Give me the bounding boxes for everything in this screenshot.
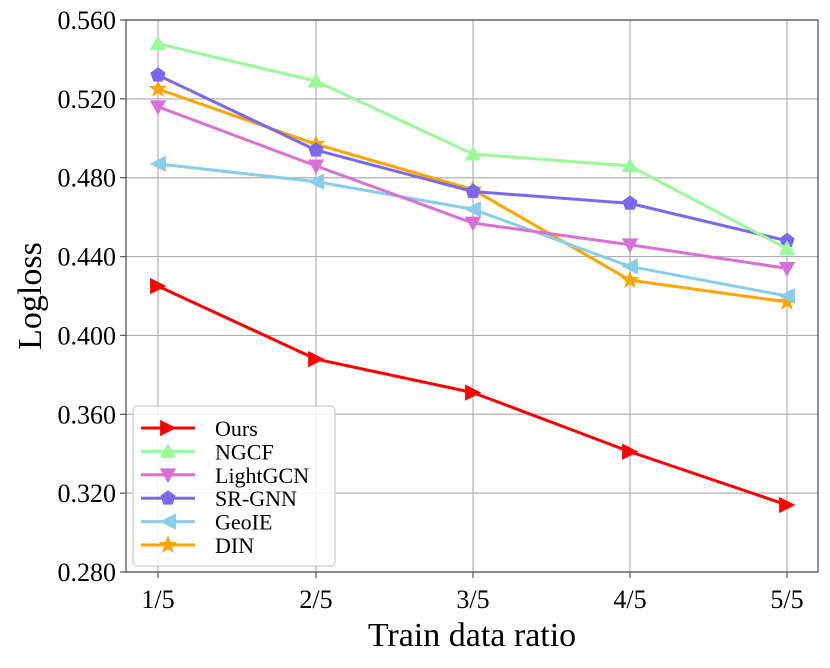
y-tick-label: 0.560: [58, 6, 117, 35]
data-point-lightgcn: [464, 216, 482, 232]
data-point-geoie: [464, 201, 481, 218]
data-point-din: [620, 270, 640, 289]
y-tick-label: 0.360: [58, 400, 117, 429]
data-point-geoie: [149, 155, 166, 173]
data-point-ngcf: [464, 145, 482, 161]
data-point-ngcf: [621, 157, 639, 173]
data-point-ours: [622, 443, 639, 460]
x-tick-label: 2/5: [299, 585, 332, 614]
data-point-sr-gnn: [150, 67, 166, 82]
data-point-din: [148, 79, 168, 97]
legend-item-din: DIN: [141, 533, 254, 558]
legend-label: DIN: [215, 533, 254, 558]
x-tick-label: 1/5: [141, 585, 174, 614]
y-tick-label: 0.280: [58, 558, 117, 587]
legend-item-ours: Ours: [141, 416, 258, 441]
legend-box: [132, 405, 336, 567]
data-point-ours: [465, 384, 482, 401]
data-point-ours: [150, 277, 167, 295]
legend-item-geoie: GeoIE: [141, 510, 272, 535]
data-point-ngcf: [307, 72, 325, 88]
y-tick-label: 0.440: [58, 243, 117, 272]
legend-marker: [160, 419, 177, 437]
series-sr-gnn: [150, 67, 795, 248]
legend-label: LightGCN: [215, 463, 309, 488]
x-tick-label: 4/5: [613, 585, 646, 614]
data-point-lightgcn: [778, 262, 796, 277]
series-lines: [148, 35, 797, 514]
series-lightgcn: [149, 100, 796, 277]
data-point-geoie: [621, 258, 638, 275]
data-point-ours: [779, 496, 796, 514]
data-point-ngcf: [778, 240, 796, 256]
x-tick-label: 5/5: [770, 585, 803, 614]
data-point-geoie: [307, 173, 324, 190]
y-tick-label: 0.400: [58, 321, 117, 350]
data-point-sr-gnn: [622, 195, 638, 210]
legend-label: NGCF: [215, 439, 274, 464]
legend-item-sr-gnn: SR-GNN: [141, 486, 297, 511]
series-ours: [150, 277, 796, 514]
legend-item-ngcf: NGCF: [141, 439, 274, 464]
axes: 0.280 0.320 0.360 0.400 0.440 0.480 0.520 0.560…: [58, 6, 804, 614]
legend-marker: [159, 513, 176, 530]
data-point-lightgcn: [149, 100, 167, 116]
data-point-geoie: [778, 287, 795, 305]
legend-label: GeoIE: [215, 510, 272, 535]
legend-item-lightgcn: LightGCN: [141, 463, 309, 488]
y-tick-label: 0.520: [58, 85, 117, 114]
y-tick-label: 0.320: [58, 479, 117, 508]
plot-frame: [125, 19, 819, 573]
legend-marker: [158, 535, 178, 553]
data-point-sr-gnn: [308, 142, 324, 157]
legend-marker: [159, 468, 177, 484]
legend-marker: [159, 443, 177, 458]
legend-label: Ours: [215, 416, 258, 441]
data-point-ours: [308, 350, 325, 368]
legend-label: SR-GNN: [215, 486, 297, 511]
y-tick-label: 0.480: [58, 164, 117, 193]
x-tick-label: 3/5: [456, 585, 489, 614]
data-point-lightgcn: [307, 159, 325, 175]
y-axis-label: Logloss: [12, 242, 49, 350]
data-point-sr-gnn: [465, 183, 481, 198]
series-geoie: [149, 155, 795, 305]
series-ngcf: [149, 35, 796, 256]
data-point-lightgcn: [621, 238, 639, 254]
legend-marker: [160, 490, 176, 505]
data-point-ngcf: [149, 35, 167, 51]
x-axis-label: Train data ratio: [368, 617, 576, 654]
